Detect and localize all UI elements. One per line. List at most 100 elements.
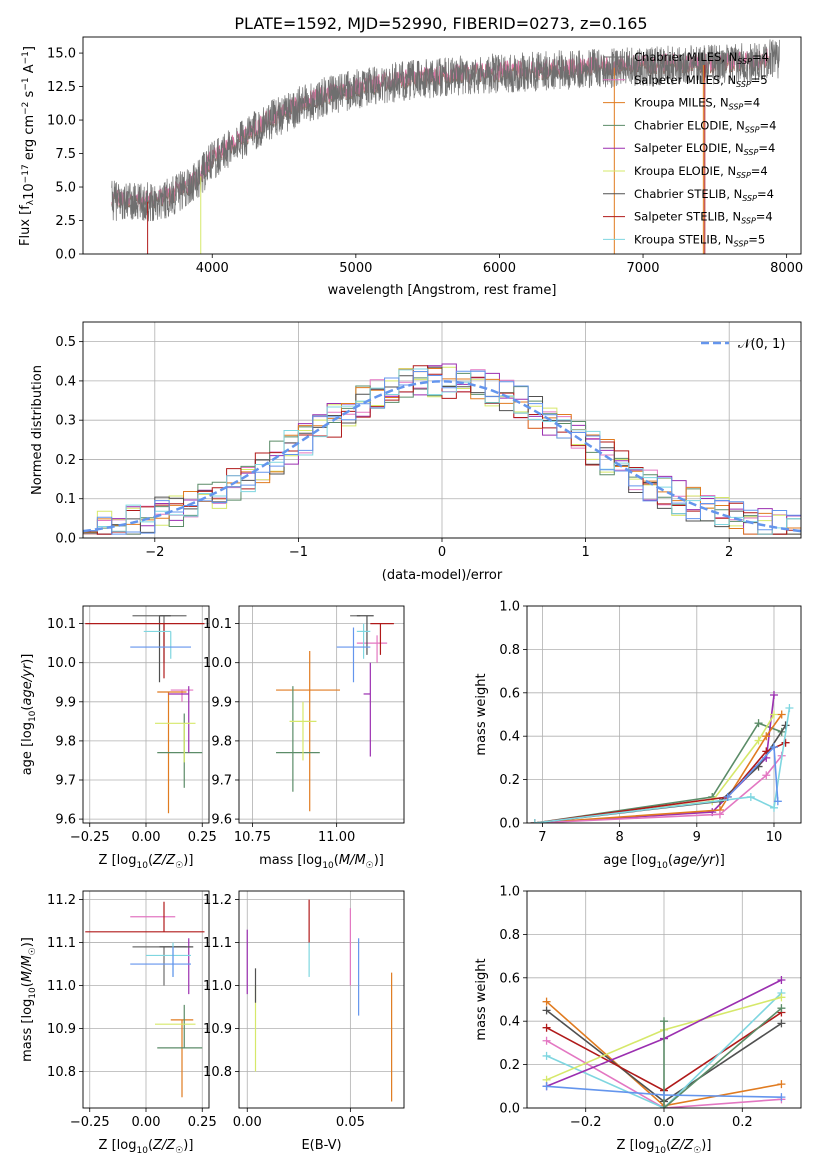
weight-line (534, 755, 783, 823)
x-tick-label: 7000 (626, 261, 659, 276)
y-tick-label: 0.2 (499, 1058, 520, 1073)
x-tick-label: 0.00 (132, 1115, 161, 1130)
axes-frame (82, 36, 802, 255)
weight-line (534, 694, 775, 823)
x-axis-label: E(B-V) (301, 1138, 341, 1153)
plot-area (83, 363, 801, 535)
y-tick-label: 9.7 (211, 773, 232, 788)
y-tick-label: 10.1 (47, 617, 76, 632)
weight-marker (660, 1017, 668, 1026)
plot-area (85, 901, 205, 1098)
x-tick-label: 0.2 (732, 1115, 753, 1130)
x-tick-label: 11.00 (318, 830, 355, 845)
x-tick-label: 0.0 (654, 1115, 675, 1130)
y-tick-label: 0.3 (55, 414, 76, 429)
x-tick-label: −0.25 (70, 1115, 110, 1130)
y-tick-label: 5.0 (55, 181, 76, 196)
axes-frame (526, 890, 802, 1109)
y-axis-label: age [log10(age/yr)] (20, 654, 38, 776)
plot-area (246, 899, 393, 1102)
y-tick-label: 10.0 (47, 656, 76, 671)
plot-area (542, 975, 786, 1108)
weight-marker (777, 1080, 786, 1089)
weight-marker (777, 1004, 786, 1013)
x-tick-label: 0.25 (188, 1115, 217, 1130)
y-axis-label: mass weight (474, 958, 489, 1040)
y-tick-label: 9.8 (55, 734, 76, 749)
weight-marker (530, 819, 539, 823)
y-tick-label: 0.4 (499, 1015, 520, 1030)
weight-marker (777, 993, 786, 1002)
axes-age_vs_Z: −0.25 0.00 0.25 9.6 9.7 9.8 9.9 10.0 10.1 Z [log1… (20, 605, 217, 871)
x-axis-label: Z [log10(Z/Z☉)] (99, 853, 194, 871)
x-tick-label: 10.75 (234, 830, 271, 845)
axes-age_vs_mass: 10.75 11.00 9.6 9.7 9.8 9.9 10.0 10.1 mass [log1… (203, 605, 405, 871)
histogram-step (83, 368, 801, 535)
x-axis-label: Z [log10(Z/Z☉)] (99, 1138, 194, 1156)
y-tick-label: 11.1 (47, 936, 76, 951)
x-tick-label: 8000 (770, 261, 803, 276)
legend-entry: Chabrier ELODIE, NSSP=4 (634, 118, 776, 134)
y-tick-label: 0.1 (55, 492, 76, 507)
gaussian-curve (83, 380, 801, 533)
axes-mass_vs_Z: −0.25 0.00 0.25 10.8 10.9 11.0 11.1 11.2 Z [log1… (20, 890, 217, 1156)
weight-marker (542, 1036, 551, 1045)
figure-title: PLATE=1592, MJD=52990, FIBERID=0273, z=0… (234, 14, 647, 33)
weight-line (534, 714, 783, 823)
y-tick-label: 0.4 (499, 730, 520, 745)
x-tick-label: 10 (766, 830, 783, 845)
y-tick-label: 0.2 (499, 773, 520, 788)
legend: Chabrier MILES, NSSP=4 Salpeter MILES, NS… (603, 50, 776, 248)
y-tick-label: 10.0 (203, 656, 232, 671)
y-tick-label: 15.0 (47, 47, 76, 62)
y-axis-label: Normed distribution (30, 365, 45, 495)
y-tick-label: 0.8 (499, 928, 520, 943)
x-tick-label: 0.00 (132, 830, 161, 845)
x-axis-label: Z [log10(Z/Z☉)] (617, 1138, 712, 1156)
weight-marker (754, 719, 763, 728)
x-tick-label: 1 (581, 545, 589, 560)
weight-marker (723, 792, 732, 801)
y-tick-label: 0.6 (499, 971, 520, 986)
weight-marker (785, 703, 794, 712)
x-tick-label: 4000 (196, 261, 229, 276)
x-tick-label: 0.00 (233, 1115, 262, 1130)
axes-frame (238, 605, 405, 824)
legend-entry: Salpeter MILES, NSSP=5 (634, 73, 768, 89)
y-tick-label: 11.1 (203, 936, 232, 951)
y-tick-label: 10.0 (47, 114, 76, 129)
axes-frame (82, 321, 802, 539)
weight-marker (660, 1104, 668, 1108)
y-tick-label: 12.5 (47, 80, 76, 95)
y-tick-label: 0.5 (55, 335, 76, 350)
y-tick-label: 1.0 (499, 600, 520, 615)
histogram-step (83, 370, 801, 535)
plot-area (85, 615, 205, 814)
y-axis-label: mass weight (474, 673, 489, 755)
weight-marker (542, 997, 551, 1006)
axes-mass_vs_ebv: 0.00 0.05 10.8 10.9 11.0 11.1 11.2 E(B-V) (203, 890, 405, 1153)
y-axis-label: mass [log10(M/M☉)] (20, 937, 38, 1062)
axes-frame (526, 605, 802, 824)
weight-marker (660, 1090, 668, 1099)
axes-weight_vs_Z: −0.2 0.0 0.2 0.0 0.2 0.4 0.6 0.8 1.0 Z [log10(Z/Z… (474, 885, 802, 1156)
plot-area (111, 39, 780, 254)
x-tick-label: 0.25 (188, 830, 217, 845)
axes-frame (82, 890, 210, 1109)
x-tick-label: 9 (693, 830, 701, 845)
axes-frame (82, 605, 210, 824)
weight-marker (746, 792, 755, 801)
y-tick-label: 10.9 (203, 1022, 232, 1037)
y-tick-label: 9.7 (55, 773, 76, 788)
x-tick-label: 6000 (483, 261, 516, 276)
weight-line (534, 707, 791, 823)
weight-marker (777, 1093, 786, 1102)
y-tick-label: 0.2 (55, 453, 76, 468)
y-tick-label: 0.4 (55, 374, 76, 389)
weight-marker (715, 810, 724, 819)
weight-marker (754, 736, 763, 745)
y-tick-label: 7.5 (55, 147, 76, 162)
y-tick-label: 0.0 (499, 817, 520, 832)
data-spectrum-line (111, 39, 780, 222)
axes-weight_vs_age: 7 8 9 10 0.0 0.2 0.4 0.6 0.8 1.0 age [log10(age/yr… (474, 600, 802, 871)
